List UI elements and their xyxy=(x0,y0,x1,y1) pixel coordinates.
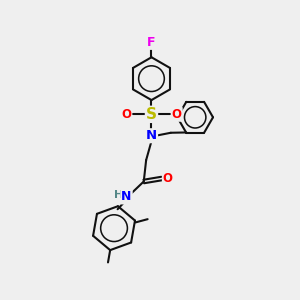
Text: N: N xyxy=(146,129,157,142)
Text: H: H xyxy=(115,190,124,200)
Text: O: O xyxy=(163,172,173,185)
Text: S: S xyxy=(146,107,157,122)
Text: F: F xyxy=(147,36,156,49)
Text: N: N xyxy=(121,190,132,203)
Text: O: O xyxy=(172,108,182,121)
Text: O: O xyxy=(121,108,131,121)
